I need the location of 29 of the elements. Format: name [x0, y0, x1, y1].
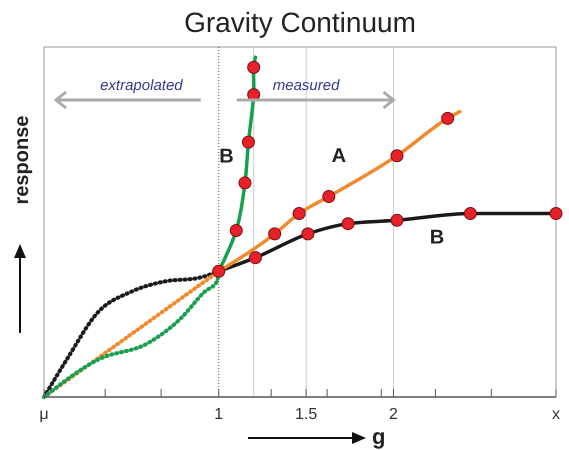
annotation: measured: [272, 77, 340, 94]
annotation: extrapolated: [100, 77, 184, 94]
point: [268, 227, 282, 240]
point: [550, 207, 562, 220]
point: [212, 264, 226, 278]
point: [242, 136, 255, 149]
series-label: A: [332, 144, 346, 167]
point: [301, 227, 314, 240]
point: [248, 251, 262, 264]
point: [342, 217, 355, 230]
point: [292, 207, 306, 220]
x-axis-title: g: [372, 424, 386, 449]
x-tick-label: 1.5: [294, 406, 318, 423]
y-axis-title: response: [11, 116, 33, 204]
point: [390, 149, 404, 162]
x-tick-label: 2: [389, 406, 398, 423]
x-tick-label: μ: [39, 406, 49, 423]
point: [322, 190, 336, 204]
series-label: B: [219, 145, 234, 168]
x-tick-label: 1: [214, 406, 224, 423]
point: [390, 214, 404, 227]
point: [464, 207, 477, 220]
x-tick-label: x: [552, 406, 560, 423]
point: [238, 176, 252, 190]
point: [441, 112, 454, 125]
chart-title: Gravity Continuum: [184, 7, 416, 38]
point: [230, 224, 243, 237]
point: [247, 60, 260, 74]
series-label: B: [430, 226, 444, 249]
